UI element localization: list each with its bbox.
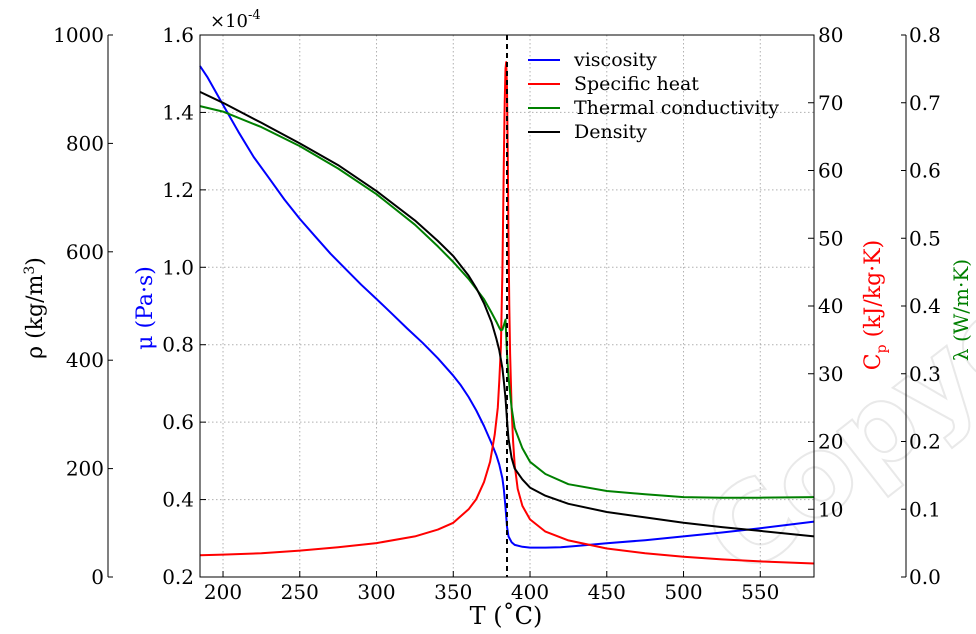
lambda-axis-label: λ (W/m·K) [949, 259, 973, 361]
x-tick-label: 350 [434, 580, 472, 604]
lambda-tick-label: 0.7 [909, 91, 941, 115]
rho-tick-label: 400 [66, 348, 104, 372]
rho-axis-label: ρ (kg/m3) [22, 257, 48, 359]
legend-label-thermal-conductivity: Thermal conductivity [574, 97, 779, 119]
x-tick-label: 300 [357, 580, 395, 604]
mu-tick-label: 1.4 [162, 100, 194, 124]
x-tick-label: 550 [741, 580, 779, 604]
mu-tick-label: 1.6 [162, 23, 194, 47]
cp-tick-label: 80 [818, 23, 843, 47]
axis-ticks: 200 250 300 350 400 450 500 5500.20.40.60.81.01… [53, 23, 941, 604]
rho-tick-label: 1000 [53, 23, 104, 47]
x-tick-label: 400 [511, 580, 549, 604]
lambda-tick-label: 0.4 [909, 294, 941, 318]
rho-tick-label: 0 [91, 565, 104, 589]
lambda-tick-label: 0.8 [909, 23, 941, 47]
rho-tick-label: 600 [66, 240, 104, 264]
cp-tick-label: 20 [818, 430, 843, 454]
series-line-specific-heat [199, 61, 815, 565]
lambda-tick-label: 0.6 [909, 159, 941, 183]
cp-tick-label: 10 [818, 497, 843, 521]
cp-tick-label: 70 [818, 91, 843, 115]
series-layer [199, 61, 815, 565]
legend-label-specific-heat: Specific heat [574, 73, 699, 95]
series-line-density [199, 90, 815, 538]
cp-tick-label: 30 [818, 362, 843, 386]
legend-label-viscosity: viscosity [573, 49, 657, 71]
mu-axis-label: μ (Pa·s) [133, 266, 158, 350]
lambda-tick-label: 0.0 [909, 565, 941, 589]
cp-tick-label: 40 [818, 294, 843, 318]
mu-tick-label: 1.0 [162, 255, 194, 279]
x-tick-label: 500 [664, 580, 702, 604]
lambda-tick-label: 0.5 [909, 226, 941, 250]
series-line-viscosity [199, 65, 815, 549]
series-line-thermal-conductivity [199, 105, 815, 499]
cp-axis-label: Cp (kJ/kg·K) [861, 240, 890, 370]
lambda-tick-label: 0.2 [909, 430, 941, 454]
mu-tick-label: 0.2 [162, 565, 194, 589]
rho-tick-label: 200 [66, 457, 104, 481]
x-tick-label: 200 [204, 580, 242, 604]
mu-tick-label: 1.2 [162, 178, 194, 202]
cp-tick-label: 60 [818, 159, 843, 183]
legend-label-density: Density [574, 121, 647, 143]
mu-tick-label: 0.4 [162, 488, 194, 512]
x-tick-label: 450 [588, 580, 626, 604]
mu-tick-label: 0.6 [162, 410, 194, 434]
lambda-tick-label: 0.1 [909, 497, 941, 521]
mu-axis-multiplier: ×10-4 [210, 8, 261, 32]
cp-tick-label: 50 [818, 226, 843, 250]
x-tick-label: 250 [281, 580, 319, 604]
x-axis-label: T (˚C) [470, 602, 543, 630]
lambda-tick-label: 0.3 [909, 362, 941, 386]
rho-tick-label: 800 [66, 131, 104, 155]
mu-tick-label: 0.8 [162, 333, 194, 357]
